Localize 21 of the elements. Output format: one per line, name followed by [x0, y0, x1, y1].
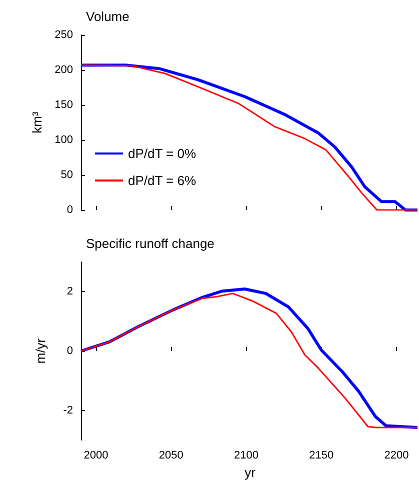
legend-label: dP/dT = 6%: [128, 173, 196, 188]
x-tick-label: 2200: [384, 450, 409, 462]
y-tick-label: 250: [54, 29, 73, 41]
y-tick-label: 150: [54, 99, 73, 111]
x-tick-label: 2000: [84, 450, 108, 462]
y-tick-label: 0: [66, 204, 73, 216]
y-tick-label: 50: [60, 169, 73, 181]
x-tick-label: 2050: [158, 450, 184, 462]
chart-title: Specific runoff change: [86, 236, 214, 251]
y-tick-label: 200: [54, 64, 73, 76]
chart-title: Volume: [86, 9, 130, 24]
y-tick-label: 100: [54, 134, 73, 146]
y-tick-label: 2: [66, 286, 73, 298]
x-axis-title: yr: [244, 465, 256, 480]
x-tick-label: 2100: [234, 450, 258, 462]
y-axis-title: m/yr: [33, 338, 48, 364]
y-axis-title: km³: [30, 111, 45, 134]
y-tick-label: -2: [63, 404, 73, 416]
legend-label: dP/dT = 0%: [128, 146, 196, 161]
y-tick-label: 0: [66, 345, 73, 357]
x-tick-label: 2150: [309, 450, 334, 462]
